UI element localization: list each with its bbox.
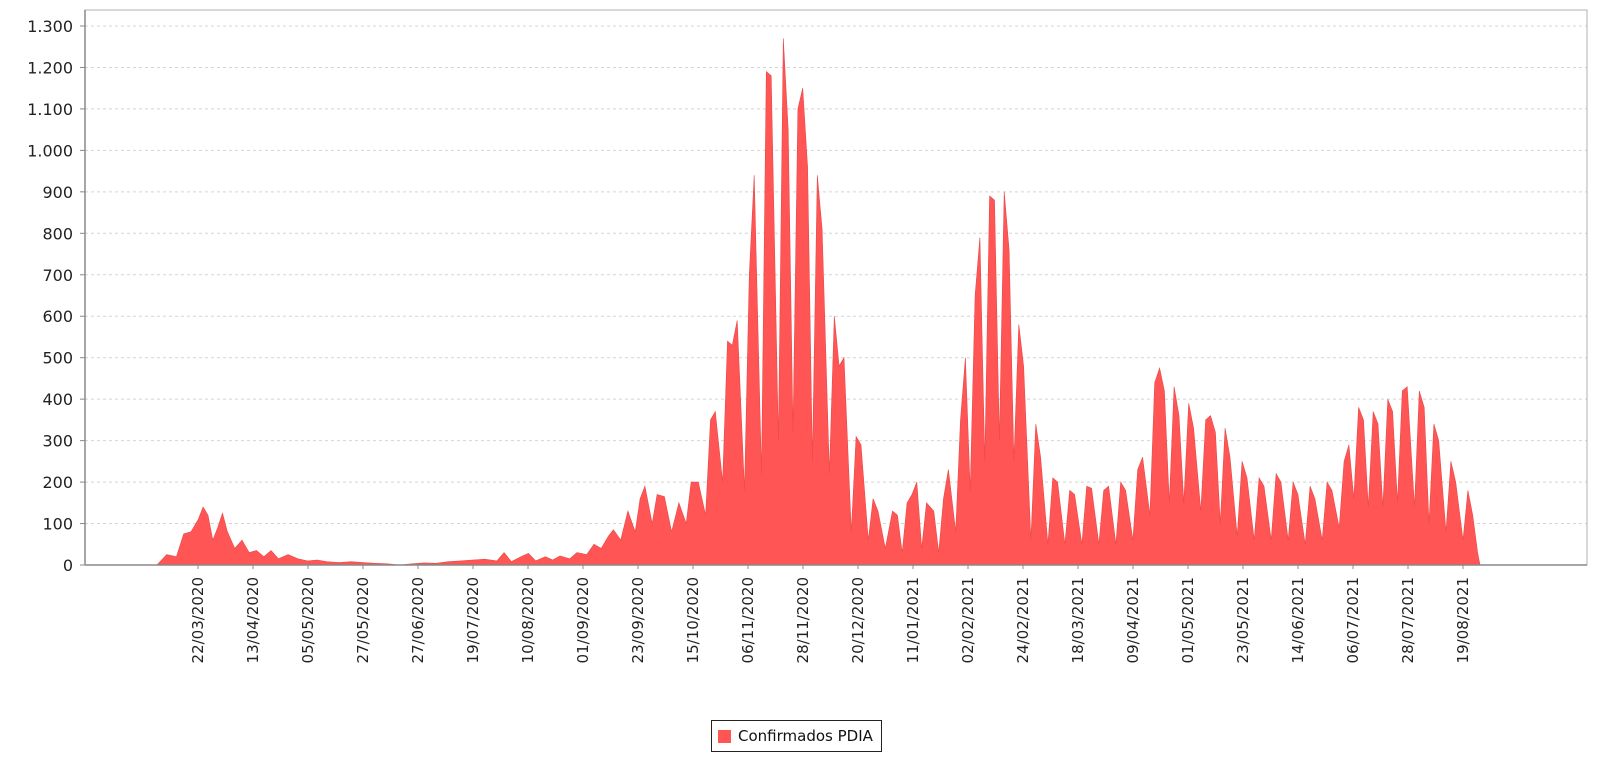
y-tick-label: 800 [42,224,73,243]
y-tick-label: 300 [42,432,73,451]
y-tick-label: 500 [42,349,73,368]
area-series-confirmados-pdia [156,38,1481,566]
y-tick-label: 1.000 [27,141,73,160]
x-tick-label: 19/07/2020 [464,577,482,663]
x-tick-label: 27/05/2020 [354,577,372,663]
legend-swatch [718,729,731,743]
x-axis-tick-labels: 22/03/2020 13/04/2020 05/05/2020 27/05/2020… [189,577,1472,663]
x-tick-label: 23/09/2020 [629,577,647,663]
x-tick-label: 10/08/2020 [519,577,537,663]
x-tick-label: 19/08/2021 [1454,577,1472,663]
x-tick-label: 20/12/2020 [849,577,867,663]
x-tick-label: 06/07/2021 [1344,577,1362,663]
y-tick-label: 100 [42,515,73,534]
x-tick-label: 28/11/2020 [794,577,812,663]
y-tick-label: 600 [42,307,73,326]
y-tick-label: 1.200 [27,58,73,77]
x-tick-label: 01/05/2021 [1179,577,1197,663]
x-tick-label: 13/04/2020 [244,577,262,663]
legend-label: Confirmados PDIA [738,727,873,745]
x-tick-label: 22/03/2020 [189,577,207,663]
y-tick-label: 700 [42,266,73,285]
x-tick-label: 06/11/2020 [739,577,757,663]
legend: Confirmados PDIA [711,720,882,752]
x-tick-label: 28/07/2021 [1399,577,1417,663]
y-tick-label: 0 [63,556,73,575]
x-tick-label: 05/05/2020 [299,577,317,663]
area-path [156,38,1481,566]
x-tick-label: 09/04/2021 [1124,577,1142,663]
y-axis-tick-labels: 0 100 200 300 400 500 600 700 800 900 1.000 1.100 1.… [27,17,73,575]
x-tick-label: 23/05/2021 [1234,577,1252,663]
x-tick-label: 15/10/2020 [684,577,702,663]
x-tick-label: 24/02/2021 [1014,577,1032,663]
y-tick-label: 900 [42,183,73,202]
x-tick-label: 01/09/2020 [574,577,592,663]
y-tick-label: 1.300 [27,17,73,36]
axes [80,9,1588,569]
x-tick-label: 27/06/2020 [409,577,427,663]
y-tick-label: 200 [42,473,73,492]
x-tick-label: 11/01/2021 [904,577,922,663]
x-tick-label: 18/03/2021 [1069,577,1087,663]
y-tick-label: 400 [42,390,73,409]
y-tick-label: 1.100 [27,100,73,119]
x-tick-label: 02/02/2021 [959,577,977,663]
x-tick-label: 14/06/2021 [1289,577,1307,663]
